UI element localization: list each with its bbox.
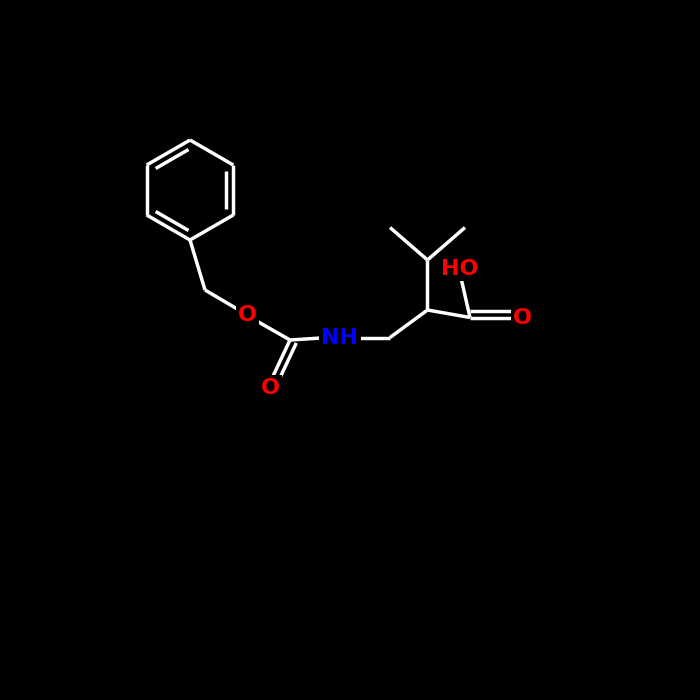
Text: O: O [238,305,257,325]
Text: HO: HO [441,258,479,279]
Text: O: O [260,377,279,398]
Text: O: O [513,307,532,328]
Text: NH: NH [321,328,358,347]
